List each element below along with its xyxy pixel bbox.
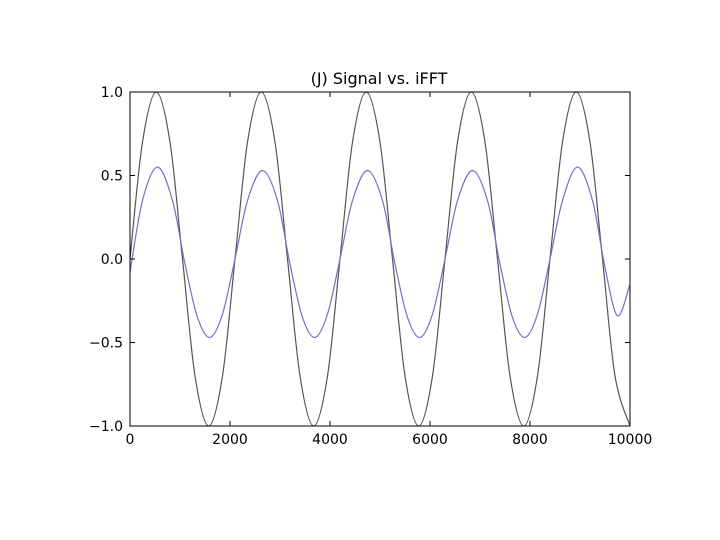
series-line-2	[130, 166, 630, 339]
y-tick-label: 0.0	[101, 252, 123, 268]
x-tick-label: 2000	[212, 432, 248, 448]
y-tick-label: −0.5	[89, 336, 123, 352]
chart-title: (J) Signal vs. iFFT	[311, 69, 448, 88]
x-tick-label: 8000	[512, 432, 548, 448]
y-tick-label: −1.0	[89, 419, 123, 435]
x-tick-label: 10000	[608, 432, 653, 448]
x-tick-label: 4000	[312, 432, 348, 448]
series-line-1	[130, 92, 630, 426]
y-tick-label: 0.5	[101, 169, 123, 185]
plot-area: 0 2000 4000 6000 8000 10000 −1.0 −0.5 0.0 0.5 1.0	[89, 85, 652, 448]
x-tick-label: 6000	[412, 432, 448, 448]
y-tick-label: 1.0	[101, 85, 123, 101]
x-tick-label: 0	[126, 432, 135, 448]
